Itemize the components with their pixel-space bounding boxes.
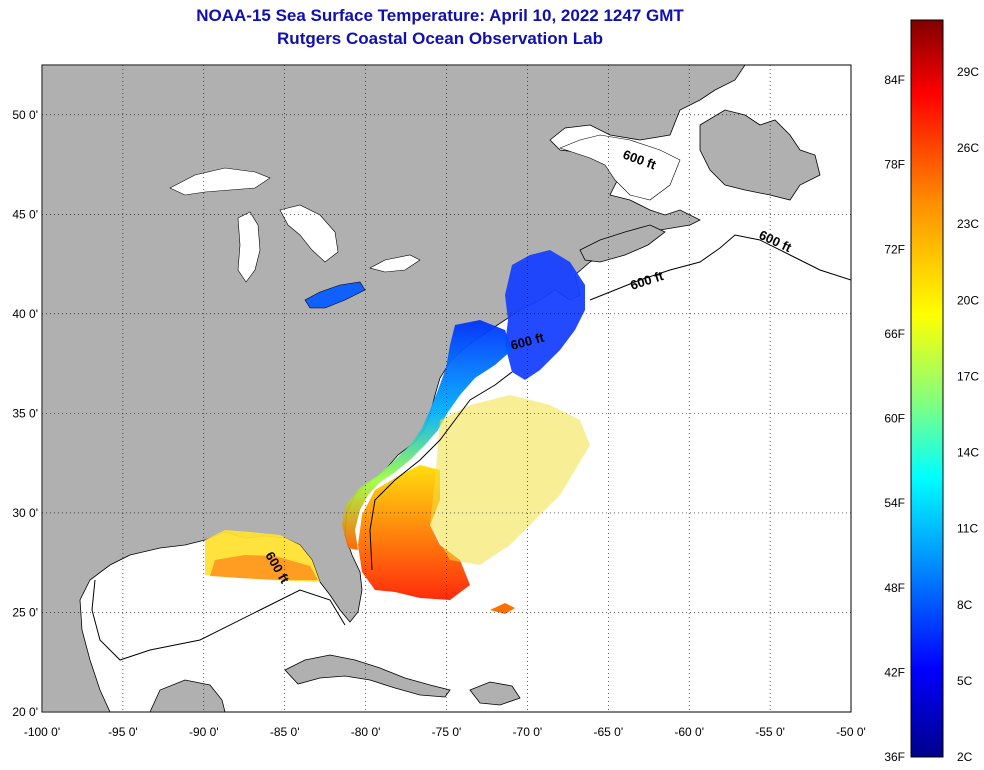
land-newfoundland	[699, 109, 821, 201]
sst-gulf-of-maine	[505, 250, 585, 380]
longitude-tick-label: -80 0'	[351, 725, 381, 739]
colorbar-c-label: 26C	[957, 141, 979, 155]
colorbar-f-label: 54F	[884, 496, 905, 510]
longitude-tick-label: -75 0'	[432, 725, 462, 739]
lake-superior	[169, 167, 271, 196]
sst-offshore-scatter	[430, 395, 590, 565]
colorbar-c-label: 20C	[957, 293, 979, 307]
colorbar-f-label: 66F	[884, 327, 905, 341]
colorbar-f-label: 60F	[884, 412, 905, 426]
sst-gulf-stream	[358, 465, 470, 600]
land-hispaniola	[469, 681, 521, 706]
colorbar-c-label: 17C	[957, 369, 979, 383]
lake-michigan	[237, 211, 261, 283]
colorbar-c-label: 5C	[957, 674, 973, 688]
longitude-tick-label: -85 0'	[270, 725, 300, 739]
lake-erie	[304, 281, 366, 309]
latitude-tick-label: 30 0'	[12, 506, 38, 520]
longitude-tick-label: -95 0'	[108, 725, 138, 739]
colorbar-f-label: 48F	[884, 581, 905, 595]
colorbar-c-label: 23C	[957, 217, 979, 231]
latitude-tick-label: 40 0'	[12, 307, 38, 321]
longitude-tick-label: -90 0'	[189, 725, 219, 739]
colorbar-f-label: 36F	[884, 750, 905, 764]
contour-600ft-atlantic	[369, 371, 513, 571]
colorbar-c-label: 14C	[957, 446, 979, 460]
longitude-tick-label: -70 0'	[513, 725, 543, 739]
land-yucatan	[149, 679, 226, 712]
latitude-tick-label: 45 0'	[12, 207, 38, 221]
colorbar-f-label: 78F	[884, 158, 905, 172]
colorbar-c-label: 11C	[957, 522, 978, 536]
land-nova-scotia	[579, 224, 666, 263]
latitude-tick-label: 35 0'	[12, 406, 38, 420]
longitude-tick-label: -60 0'	[674, 725, 704, 739]
colorbar-c-label: 29C	[957, 65, 979, 79]
colorbar-fahrenheit-labels: 84F 78F 72F 66F 60F 54F 48F 42F 36F	[884, 73, 905, 764]
latitude-tick-label: 25 0'	[12, 605, 38, 619]
map-grid	[42, 65, 851, 712]
contour-600ft-gulf	[91, 579, 346, 661]
colorbar-celsius-labels: 29C 26C 23C 20C 17C 14C 11C 8C 5C 2C	[957, 65, 979, 764]
latitude-tick-label: 50 0'	[12, 108, 38, 122]
longitude-labels: -100 0' -95 0' -90 0' -85 0' -80 0' -75 0' -70…	[24, 725, 866, 739]
latitude-labels: 20 0' 25 0' 30 0' 35 0' 40 0' 45 0' 50 0'	[12, 108, 38, 719]
longitude-tick-label: -55 0'	[755, 725, 785, 739]
map-subtitle: Rutgers Coastal Ocean Observation Lab	[277, 29, 603, 48]
sst-eddy	[490, 603, 515, 614]
sst-gulf-warm	[210, 555, 318, 580]
colorbar	[910, 19, 944, 758]
longitude-tick-label: -50 0'	[836, 725, 866, 739]
colorbar-c-label: 2C	[957, 750, 973, 764]
land-cuba	[284, 654, 451, 698]
colorbar-c-label: 8C	[957, 598, 973, 612]
contour-600ft-north	[589, 234, 851, 301]
colorbar-f-label: 72F	[884, 242, 905, 256]
water-st-lawrence	[559, 134, 681, 201]
colorbar-f-label: 42F	[884, 665, 905, 679]
sst-mid-atlantic-shelf	[342, 320, 512, 550]
longitude-tick-label: -100 0'	[24, 725, 60, 739]
lake-ontario	[369, 254, 421, 273]
latitude-tick-label: 20 0'	[12, 705, 38, 719]
longitude-tick-label: -65 0'	[593, 725, 623, 739]
map-title: NOAA-15 Sea Surface Temperature: April 1…	[196, 6, 684, 25]
colorbar-f-label: 84F	[884, 73, 905, 87]
lake-huron	[279, 204, 339, 263]
